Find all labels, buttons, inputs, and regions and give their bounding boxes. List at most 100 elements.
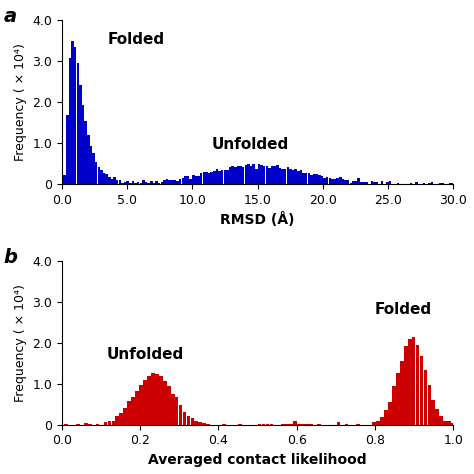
Bar bbox=[410, 183, 412, 184]
Bar bbox=[245, 165, 247, 184]
Bar bbox=[252, 164, 255, 184]
Bar bbox=[431, 182, 433, 184]
Bar bbox=[190, 179, 192, 184]
Bar bbox=[128, 401, 131, 425]
Bar bbox=[285, 424, 289, 425]
Bar bbox=[334, 179, 336, 184]
Bar bbox=[331, 179, 334, 184]
Bar bbox=[389, 181, 392, 184]
Bar bbox=[300, 170, 302, 184]
Bar bbox=[176, 181, 179, 184]
X-axis label: Averaged contact likelihood: Averaged contact likelihood bbox=[148, 453, 367, 467]
Bar bbox=[250, 165, 252, 184]
Bar bbox=[182, 178, 184, 184]
Bar bbox=[392, 386, 396, 425]
Bar bbox=[100, 170, 103, 184]
Bar bbox=[192, 175, 194, 184]
Bar bbox=[302, 173, 305, 184]
Bar bbox=[116, 416, 119, 425]
Bar bbox=[195, 176, 197, 184]
Bar bbox=[124, 182, 126, 184]
Bar bbox=[305, 424, 309, 425]
Bar bbox=[167, 386, 171, 425]
Bar bbox=[231, 166, 234, 184]
Bar bbox=[205, 172, 208, 184]
Bar bbox=[226, 170, 228, 184]
Bar bbox=[197, 175, 200, 184]
Bar bbox=[64, 175, 66, 184]
Bar bbox=[139, 183, 142, 184]
Bar bbox=[104, 422, 108, 425]
Bar bbox=[129, 183, 131, 184]
Bar bbox=[147, 375, 151, 425]
Bar bbox=[347, 181, 349, 184]
Bar bbox=[184, 176, 187, 184]
Bar bbox=[147, 183, 150, 184]
Bar bbox=[69, 58, 71, 184]
Bar bbox=[284, 169, 286, 184]
Bar bbox=[123, 408, 127, 425]
Bar bbox=[108, 420, 111, 425]
Bar bbox=[376, 182, 378, 184]
Bar bbox=[179, 179, 182, 184]
Bar bbox=[242, 167, 245, 184]
Bar bbox=[187, 417, 191, 425]
Bar bbox=[258, 164, 260, 184]
Bar bbox=[90, 146, 92, 184]
Bar bbox=[127, 182, 129, 184]
Bar bbox=[451, 423, 455, 425]
Bar bbox=[155, 181, 158, 184]
Bar bbox=[270, 424, 273, 425]
Y-axis label: Frequency ( × 10⁴): Frequency ( × 10⁴) bbox=[14, 43, 27, 161]
Bar bbox=[159, 376, 163, 425]
Y-axis label: Frequency ( × 10⁴): Frequency ( × 10⁴) bbox=[14, 284, 27, 402]
Bar bbox=[166, 179, 168, 184]
Bar bbox=[436, 409, 439, 425]
Bar bbox=[179, 405, 182, 425]
Bar bbox=[289, 424, 293, 425]
Bar bbox=[449, 183, 452, 184]
Bar bbox=[265, 165, 268, 184]
Bar bbox=[222, 424, 226, 425]
Bar bbox=[416, 345, 419, 425]
Bar bbox=[219, 171, 221, 184]
Bar bbox=[297, 171, 300, 184]
Bar bbox=[396, 373, 400, 425]
Bar bbox=[408, 339, 411, 425]
Bar bbox=[263, 166, 265, 184]
Bar bbox=[320, 176, 323, 184]
Bar bbox=[206, 424, 210, 425]
Bar bbox=[135, 392, 139, 425]
Text: b: b bbox=[3, 248, 18, 267]
Bar bbox=[276, 165, 279, 184]
Bar bbox=[441, 183, 444, 184]
Bar bbox=[191, 418, 194, 425]
Bar bbox=[134, 183, 137, 184]
Bar bbox=[113, 177, 116, 184]
Bar bbox=[216, 170, 218, 184]
Bar bbox=[447, 421, 451, 425]
Bar bbox=[381, 182, 383, 184]
Bar bbox=[142, 180, 145, 184]
Bar bbox=[424, 370, 428, 425]
Bar bbox=[339, 177, 341, 184]
Bar bbox=[171, 394, 174, 425]
Bar bbox=[221, 170, 223, 184]
Text: Unfolded: Unfolded bbox=[107, 347, 184, 362]
Bar bbox=[344, 180, 347, 184]
Bar bbox=[337, 422, 340, 425]
Text: Folded: Folded bbox=[375, 302, 432, 317]
Bar bbox=[79, 84, 82, 184]
Bar bbox=[294, 170, 297, 184]
Bar bbox=[118, 180, 121, 184]
Bar bbox=[171, 180, 173, 184]
Bar bbox=[182, 412, 186, 425]
Bar bbox=[386, 182, 389, 184]
Bar bbox=[315, 174, 318, 184]
Bar bbox=[388, 401, 392, 425]
Bar bbox=[153, 183, 155, 184]
Bar bbox=[187, 176, 189, 184]
Bar bbox=[428, 384, 431, 425]
Bar bbox=[443, 421, 447, 425]
Bar bbox=[66, 115, 69, 184]
